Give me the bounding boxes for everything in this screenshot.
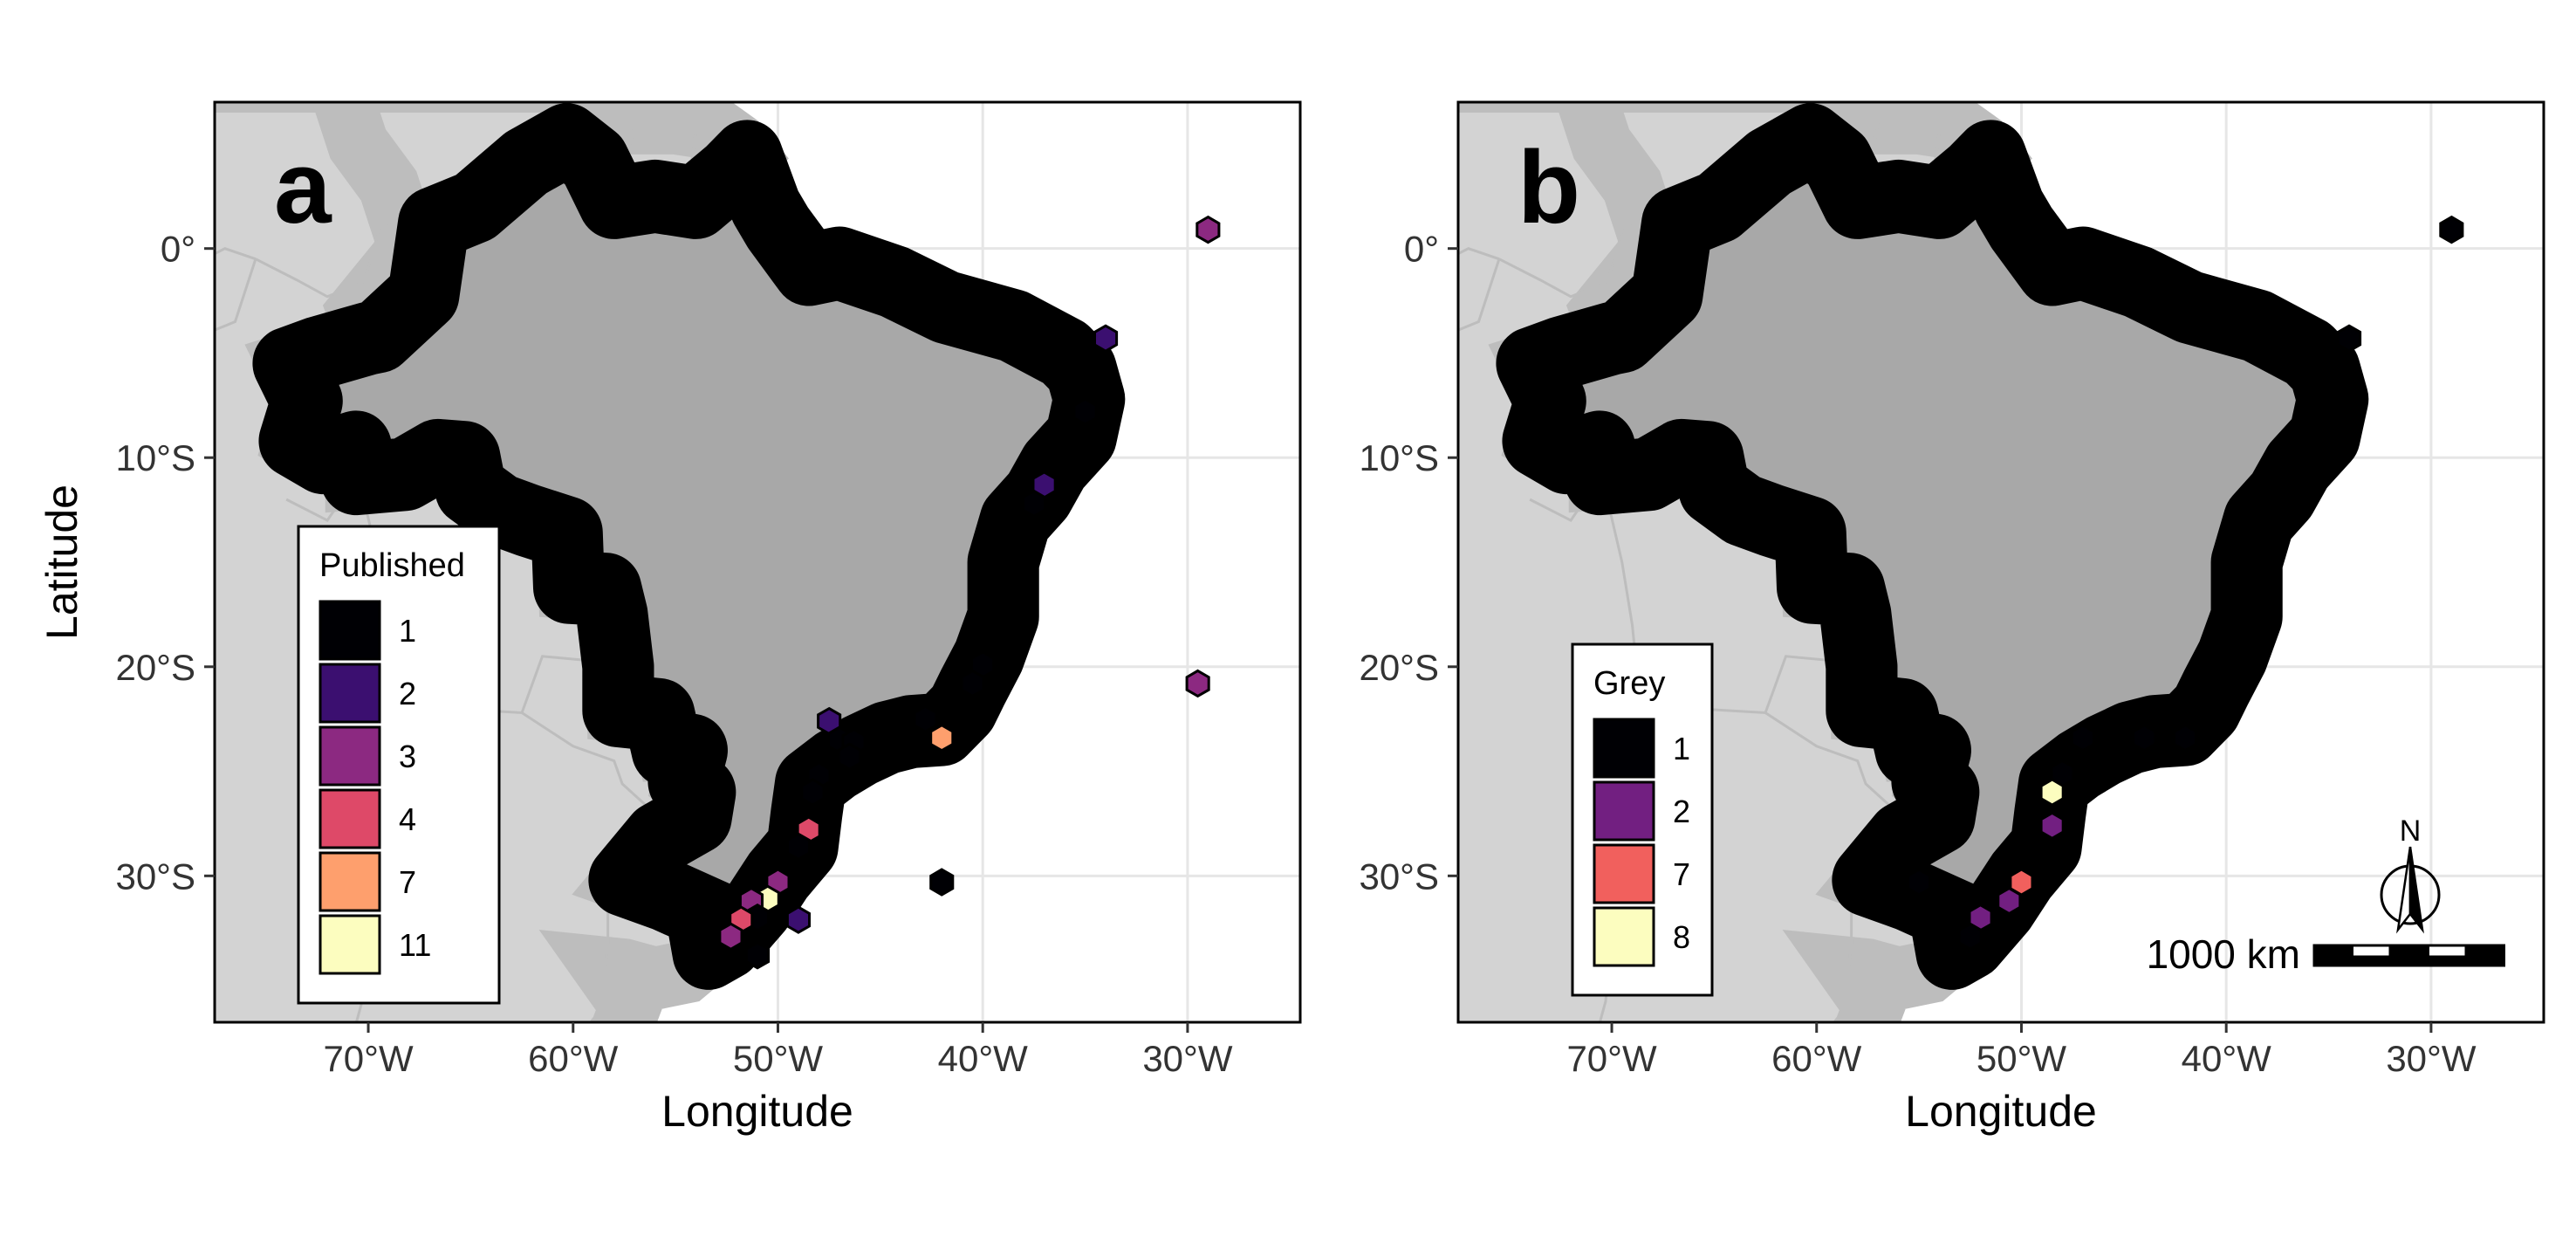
- x-axis-title: Longitude: [1905, 1087, 2097, 1136]
- y-axis-title: Latitude: [38, 484, 86, 640]
- y-tick-label: 30°S: [1359, 856, 1439, 897]
- y-tick-label: 0°: [161, 229, 195, 270]
- panel-frame: [213, 100, 1302, 1024]
- legend-key: [1593, 906, 1655, 967]
- legend-label: 3: [399, 739, 416, 774]
- legend-key: [1593, 843, 1655, 904]
- x-tick-label: 30°W: [1142, 1038, 1233, 1079]
- x-tick-label: 40°W: [2182, 1038, 2272, 1079]
- scale-bar-label: 1000 km: [2147, 931, 2300, 977]
- x-tick-label: 40°W: [938, 1038, 1029, 1079]
- legend-key: [319, 851, 381, 912]
- panel-tag: a: [274, 130, 332, 245]
- legend-key: [319, 725, 381, 787]
- legend-label: 7: [1673, 856, 1690, 892]
- x-axis-title: Longitude: [661, 1087, 853, 1136]
- neighbor-border: [184, 259, 256, 343]
- hex-point: [800, 778, 826, 807]
- neighbor-border: [1428, 249, 1499, 270]
- legend-label: 7: [399, 864, 416, 900]
- occurrence-points: [718, 215, 1221, 970]
- panel-frame: [1456, 100, 2545, 1024]
- north-label: N: [2400, 814, 2422, 848]
- legend-title: Grey: [1593, 665, 1665, 702]
- hex-point: [2173, 723, 2198, 753]
- legend-label: 11: [399, 927, 431, 963]
- x-tick-label: 70°W: [323, 1038, 414, 1079]
- legend-key: [319, 600, 381, 661]
- scale-bar-segment: [2312, 944, 2353, 967]
- legend-label: 2: [1673, 794, 1690, 829]
- hex-point: [785, 832, 811, 862]
- hex-point: [960, 669, 985, 698]
- hex-point: [785, 905, 811, 934]
- panel-tag: b: [1518, 130, 1580, 245]
- hex-point: [2009, 868, 2034, 897]
- map-panel-b: 70°W 60°W 50°W 40°W 30°W 0° 10°S 20°S 30°S Longit…: [1359, 100, 2545, 1136]
- y-tick-label: 10°S: [1359, 437, 1439, 478]
- x-tick-label: 60°W: [528, 1038, 619, 1079]
- legend-label: 1: [399, 613, 416, 649]
- occurrence-points: [1907, 215, 2464, 952]
- hex-point: [2070, 723, 2095, 753]
- x-tick-label: 50°W: [1977, 1038, 2067, 1079]
- hex-point: [1185, 669, 1210, 698]
- hex-point: [913, 704, 938, 733]
- hex-point: [1196, 215, 1221, 244]
- legend-title: Published: [319, 547, 465, 584]
- hex-point: [2439, 215, 2464, 244]
- hex-point: [718, 922, 743, 952]
- hex-point: [1072, 397, 1098, 426]
- scale-bar-segment: [2464, 944, 2505, 967]
- hex-point: [1997, 886, 2022, 916]
- y-tick-label: 20°S: [1359, 647, 1439, 688]
- legend-label: 1: [1673, 731, 1690, 766]
- north-arrow-icon: N: [2380, 814, 2441, 934]
- legend-key: [319, 788, 381, 849]
- hex-point: [929, 868, 955, 897]
- hex-point: [744, 941, 771, 970]
- axes: 70°W 60°W 50°W 40°W 30°W 0° 10°S 20°S 30°S Longit…: [1359, 229, 2476, 1136]
- legend-key: [1593, 718, 1655, 779]
- legend-key: [319, 914, 381, 975]
- hex-point: [2039, 778, 2065, 807]
- y-tick-label: 10°S: [115, 437, 195, 478]
- legend-key: [319, 663, 381, 724]
- x-tick-label: 50°W: [733, 1038, 824, 1079]
- scale-bar-subsegment: [2352, 955, 2390, 966]
- scale-bar-segment: [2388, 944, 2429, 967]
- hex-point: [2337, 324, 2362, 353]
- axes: 70°W 60°W 50°W 40°W 30°W 0° 10°S 20°S 30°S Longit…: [38, 229, 1233, 1136]
- legend-key: [1593, 780, 1655, 842]
- neighbor-border: [184, 249, 256, 270]
- hex-point: [1907, 868, 1932, 897]
- hex-point: [929, 723, 955, 753]
- scale-bar: 1000 km: [2147, 931, 2505, 977]
- x-tick-label: 60°W: [1771, 1038, 1862, 1079]
- scale-bar-subsegment: [2428, 955, 2466, 966]
- hex-point: [1021, 489, 1046, 519]
- map-panel-a: 70°W 60°W 50°W 40°W 30°W 0° 10°S 20°S 30°S Longit…: [38, 100, 1302, 1136]
- y-tick-label: 0°: [1404, 229, 1439, 270]
- legend-label: 2: [399, 676, 416, 711]
- y-tick-label: 20°S: [115, 647, 195, 688]
- hex-point: [1957, 922, 1983, 952]
- north-arrow-half-right: [2408, 846, 2424, 934]
- hex-point: [2039, 811, 2065, 841]
- x-tick-label: 70°W: [1566, 1038, 1657, 1079]
- hex-point: [1093, 324, 1119, 353]
- hex-point: [2132, 723, 2157, 753]
- neighbor-border: [1428, 259, 1499, 343]
- legend: Published 1 2 3 4 7 11: [297, 525, 501, 1005]
- x-tick-label: 30°W: [2386, 1038, 2477, 1079]
- hex-point: [837, 742, 862, 772]
- legend-label: 8: [1673, 919, 1690, 955]
- y-tick-label: 30°S: [115, 856, 195, 897]
- legend-label: 4: [399, 801, 416, 837]
